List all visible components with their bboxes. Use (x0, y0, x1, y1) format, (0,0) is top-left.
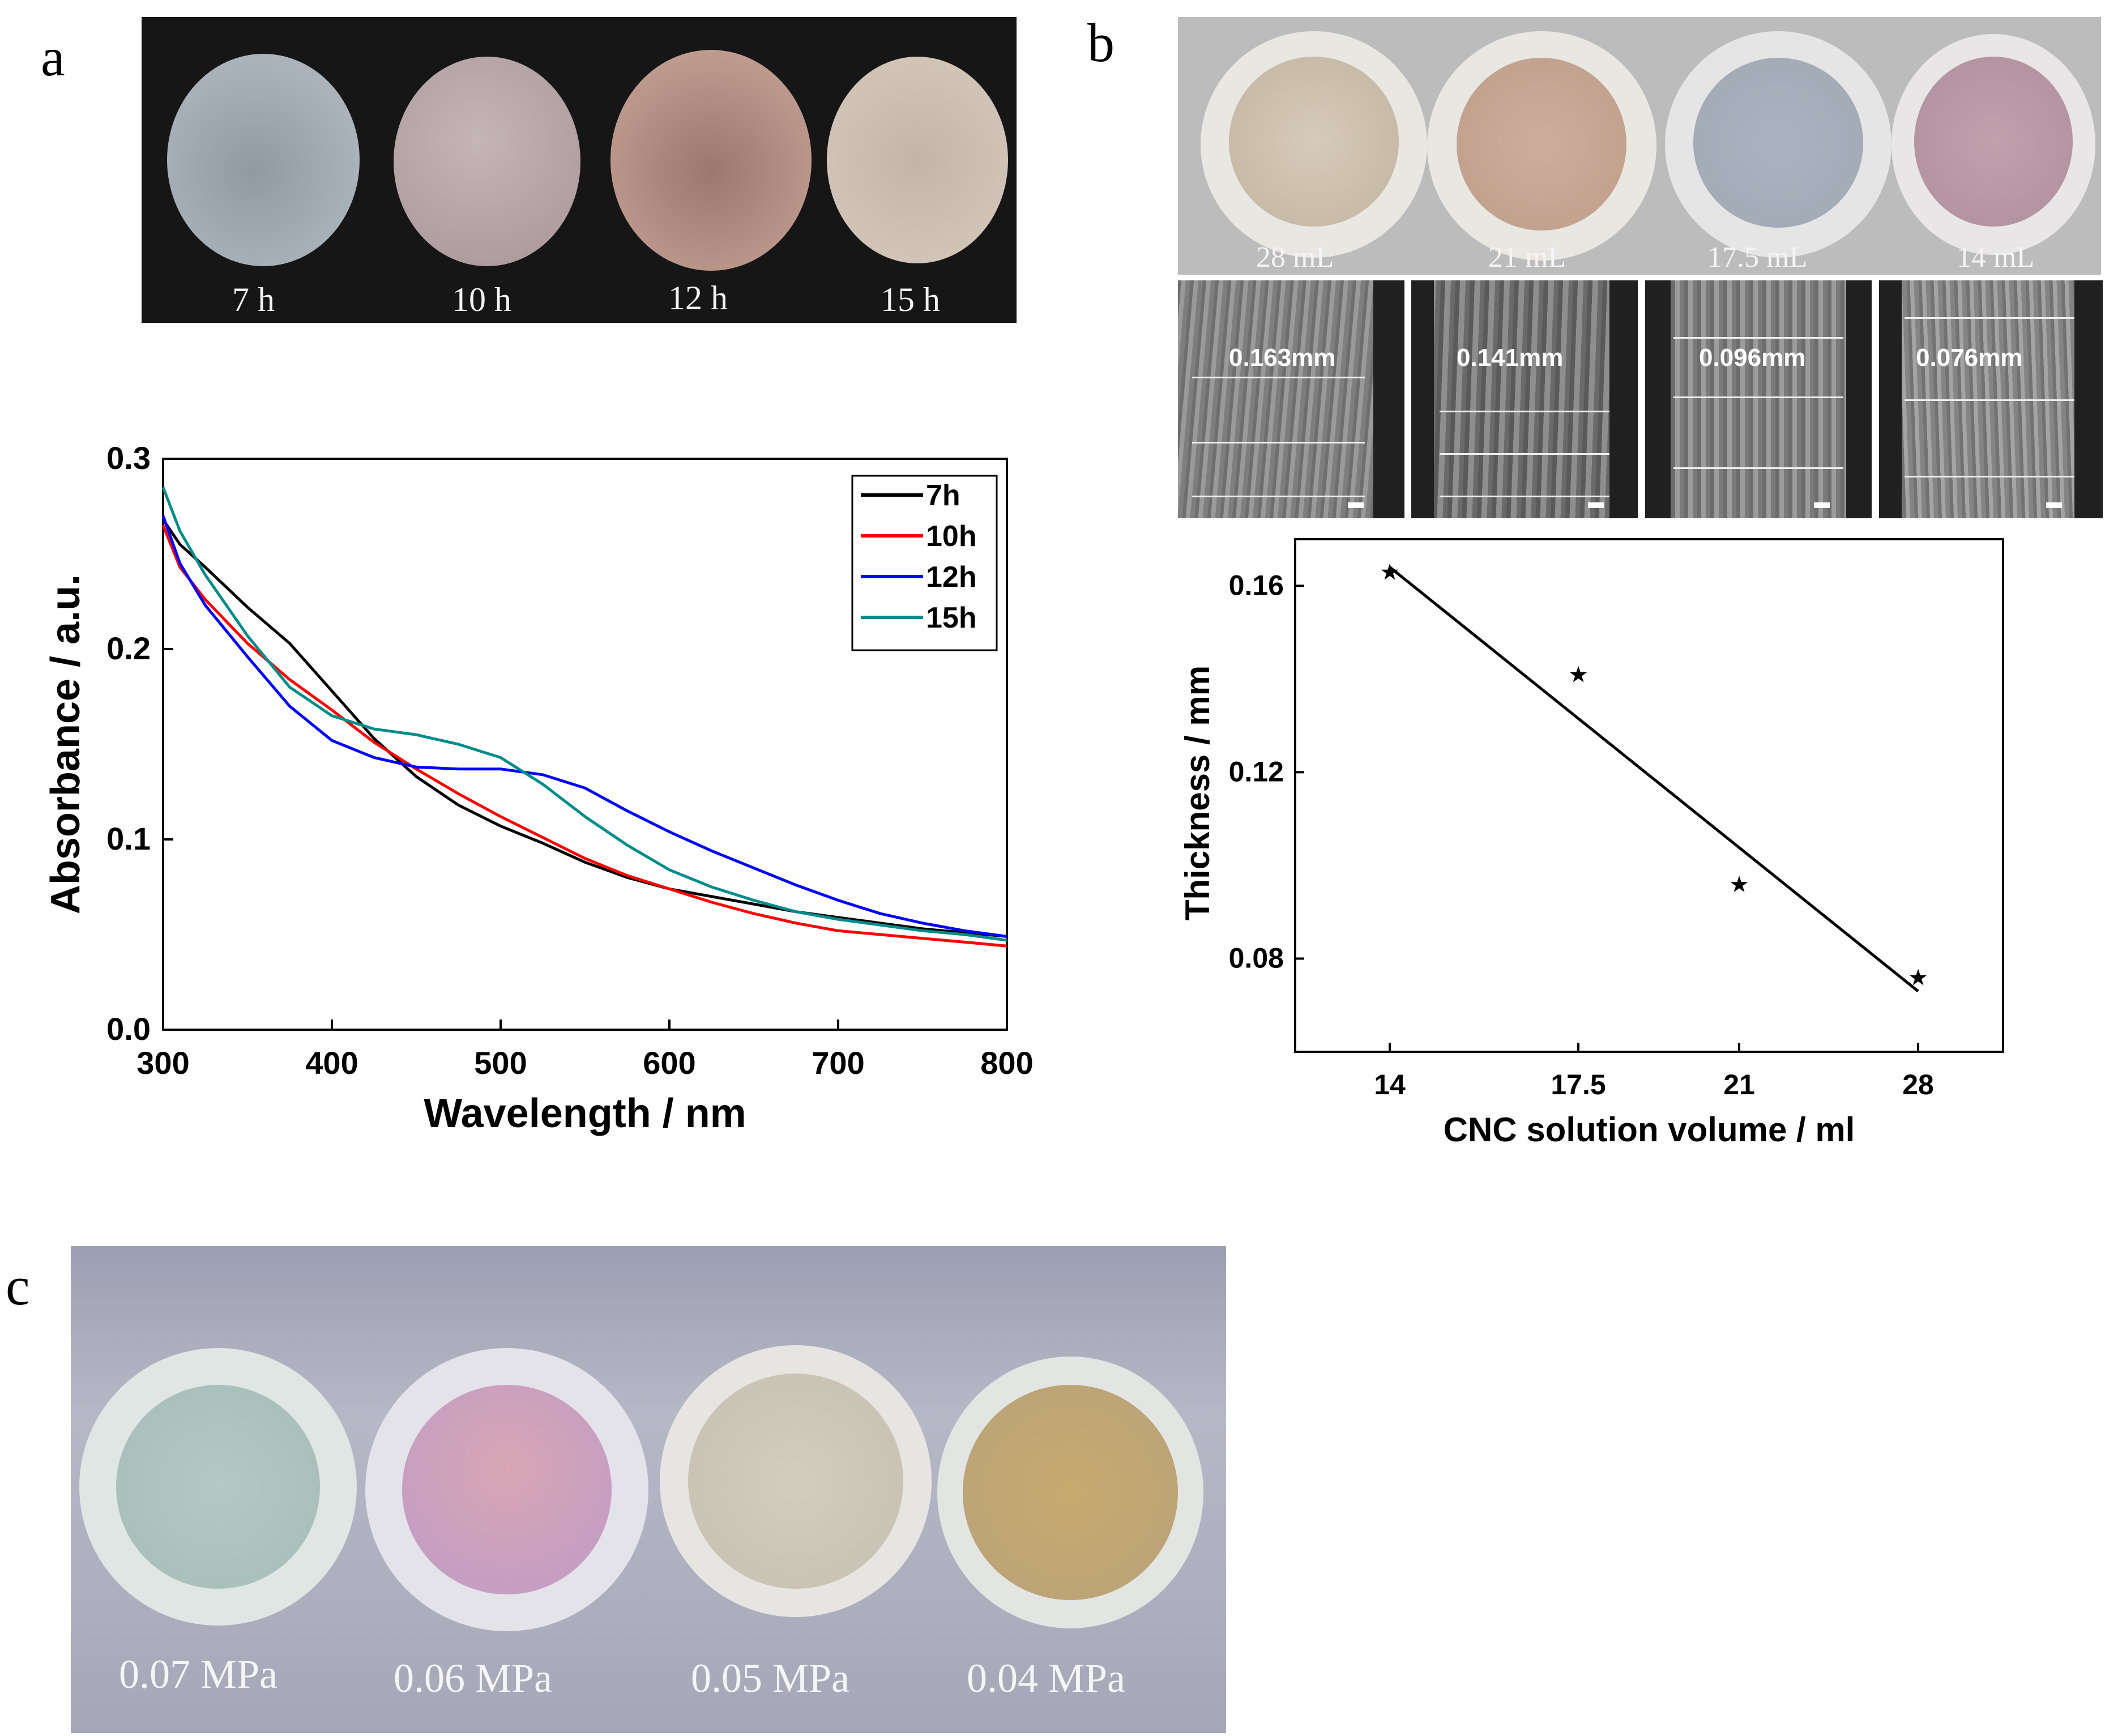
data-point: ★ (1380, 560, 1400, 585)
sem-label-2: 0.141mm (1457, 344, 1564, 372)
scale-bar (1588, 502, 1604, 508)
chart-a-xlabel: Wavelength / nm (424, 1091, 746, 1136)
disc-15h (827, 57, 1008, 263)
panel-b-photo: 28 mL 21 mL 17.5 mL 14 mL (1178, 17, 2101, 275)
legend-box (851, 475, 998, 651)
y-tick-label: 0.3 (106, 440, 151, 476)
panel-a-photo: 7 h 10 h 12 h 15 h (142, 17, 1017, 323)
panel-c-photo: 0.07 MPa 0.06 MPa 0.05 MPa 0.04 MPa (71, 1246, 1226, 1733)
sem-image-3: 0.096mm (1645, 280, 1872, 518)
disc-14ml-film (1914, 57, 2073, 227)
x-tick-label: 300 (136, 1045, 189, 1081)
label-17-5ml: 17.5 mL (1707, 241, 1808, 274)
label-28ml: 28 mL (1256, 241, 1334, 274)
x-tick-label: 400 (305, 1045, 358, 1081)
panel-label-a: a (41, 27, 65, 87)
label-10h: 10 h (452, 281, 511, 318)
fit-line (1389, 566, 1919, 992)
data-point: ★ (1568, 663, 1589, 688)
chart-b-xlabel: CNC solution volume / ml (1444, 1111, 1855, 1149)
x-tick-label: 21 (1723, 1069, 1755, 1101)
x-tick-label: 600 (643, 1045, 695, 1081)
label-15h: 15 h (881, 281, 940, 318)
disc-28ml-film (1229, 57, 1399, 227)
disc-10h (394, 57, 580, 266)
absorbance-chart: 300 400 500 600 700 800 0.0 0.1 0.2 0.3 7h 10h 12h 1… (43, 440, 1034, 1136)
y-tick-label: 0.0 (106, 1011, 151, 1047)
label-7h: 7 h (232, 281, 275, 318)
label-0-04: 0.04 MPa (967, 1656, 1126, 1701)
sem-label-4: 0.076mm (1916, 344, 2023, 372)
chart-b-ylabel: Thickness / mm (1179, 666, 1216, 920)
sem-image-4: 0.076mm (1879, 280, 2103, 518)
disc-0-04-film (963, 1385, 1178, 1600)
scale-bar (1348, 502, 1364, 508)
chart-a-frame (162, 458, 1008, 1031)
panel-label-b: b (1087, 12, 1115, 73)
data-point: ★ (1729, 872, 1749, 897)
x-tick-label: 28 (1902, 1069, 1934, 1101)
legend-label: 7h (926, 479, 960, 512)
disc-0-06-film (402, 1385, 612, 1594)
scale-bar (1814, 502, 1830, 508)
x-tick-label: 17.5 (1551, 1069, 1606, 1101)
disc-0-07-film (116, 1385, 320, 1589)
sem-image-1: 0.163mm (1178, 280, 1404, 518)
series-line-7h (161, 519, 1007, 938)
chart-b-frame (1294, 538, 2004, 1053)
y-tick-label: 0.16 (1229, 569, 1284, 601)
disc-0-05-film (688, 1374, 903, 1589)
sem-image-2: 0.141mm (1411, 280, 1638, 518)
legend-label: 12h (926, 561, 977, 594)
x-tick-label: 500 (474, 1045, 527, 1081)
sem-label-1: 0.163mm (1229, 344, 1336, 372)
disc-7h (167, 54, 360, 266)
label-0-07: 0.07 MPa (119, 1652, 278, 1697)
legend-label: 10h (926, 520, 977, 553)
series-line-15h (161, 487, 1007, 942)
disc-17-5ml-film (1693, 58, 1863, 228)
scale-bar (2046, 502, 2062, 508)
sem-label-3: 0.096mm (1699, 344, 1806, 372)
label-21ml: 21 mL (1488, 241, 1566, 274)
series-line-12h (161, 515, 1007, 938)
label-0-05: 0.05 MPa (691, 1656, 850, 1701)
label-0-06: 0.06 MPa (394, 1656, 553, 1701)
y-tick-label: 0.2 (106, 630, 151, 666)
legend-label: 15h (926, 602, 977, 634)
data-point: ★ (1908, 965, 1928, 990)
y-tick-label: 0.1 (106, 821, 151, 856)
panel-label-c: c (6, 1256, 30, 1316)
y-tick-label: 0.08 (1229, 942, 1284, 974)
chart-a-ylabel: Absorbance / a.u. (43, 574, 88, 914)
y-tick-label: 0.12 (1229, 756, 1284, 787)
label-14ml: 14 mL (1957, 241, 2035, 274)
disc-12h (610, 50, 812, 271)
x-tick-label: 700 (812, 1045, 864, 1081)
thickness-chart: 14 17.5 21 28 0.08 0.12 0.16 ★ ★ ★ ★ CNC solution… (1179, 538, 2004, 1149)
disc-21ml-film (1457, 58, 1626, 231)
x-tick-label: 800 (980, 1045, 1033, 1081)
x-tick-label: 14 (1374, 1069, 1406, 1101)
label-12h: 12 h (668, 279, 728, 317)
